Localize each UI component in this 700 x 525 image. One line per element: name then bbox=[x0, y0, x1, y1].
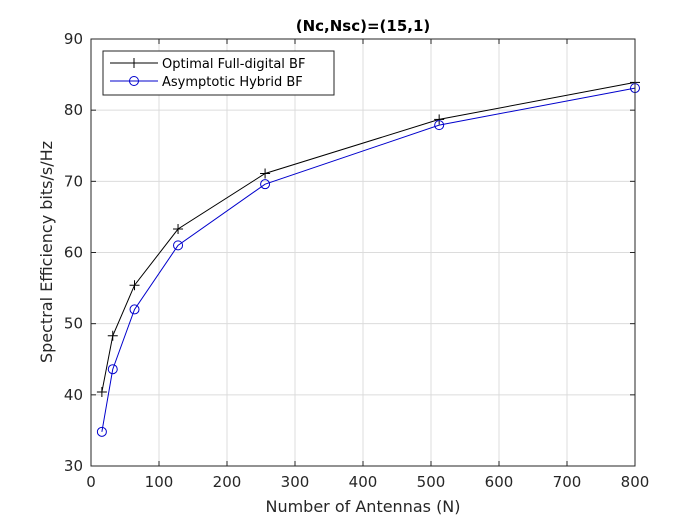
legend-swatch-marker bbox=[129, 58, 139, 68]
x-tick-label: 200 bbox=[213, 473, 242, 491]
legend-label: Optimal Full-digital BF bbox=[162, 57, 305, 72]
data-point bbox=[96, 426, 107, 437]
series-line-2 bbox=[101, 87, 636, 432]
x-tick-label: 100 bbox=[145, 473, 174, 491]
data-point bbox=[107, 330, 118, 341]
x-tick-label: 800 bbox=[621, 473, 650, 491]
data-point bbox=[173, 240, 184, 251]
legend: Optimal Full-digital BF Asymptotic Hybrid… bbox=[102, 50, 335, 96]
data-point bbox=[107, 364, 118, 375]
x-tick-label: 600 bbox=[485, 473, 514, 491]
y-tick-label: 50 bbox=[64, 315, 83, 333]
data-point bbox=[129, 280, 140, 291]
data-point bbox=[173, 224, 184, 235]
x-tick-label: 700 bbox=[553, 473, 582, 491]
data-point bbox=[129, 304, 140, 315]
data-point bbox=[434, 120, 445, 131]
legend-box bbox=[102, 50, 335, 96]
data-point bbox=[260, 179, 271, 190]
data-point bbox=[434, 114, 445, 125]
chart-title: (Nc,Nsc)=(15,1) bbox=[296, 17, 431, 35]
legend-label: Asymptotic Hybrid BF bbox=[162, 75, 303, 90]
legend-swatch-marker bbox=[129, 76, 139, 86]
x-tick-label: 0 bbox=[86, 473, 96, 491]
data-point bbox=[260, 168, 271, 179]
x-axis-title: Number of Antennas (N) bbox=[265, 497, 460, 516]
y-tick-label: 70 bbox=[64, 172, 83, 190]
x-tick-label: 400 bbox=[349, 473, 378, 491]
y-tick-label: 40 bbox=[64, 386, 83, 404]
x-tick-label: 300 bbox=[281, 473, 310, 491]
y-tick-label: 60 bbox=[64, 244, 83, 262]
y-tick-label: 90 bbox=[64, 30, 83, 48]
ticks: 0 100 200 300 400 500 600 700 800 30 40 50 60 70 80 90 bbox=[64, 30, 649, 491]
x-tick-label: 500 bbox=[417, 473, 446, 491]
data-point bbox=[96, 386, 107, 397]
y-tick-label: 80 bbox=[64, 101, 83, 119]
y-axis-title: Spectral Efficiency bits/s/Hz bbox=[37, 141, 56, 363]
y-tick-label: 30 bbox=[64, 457, 83, 475]
